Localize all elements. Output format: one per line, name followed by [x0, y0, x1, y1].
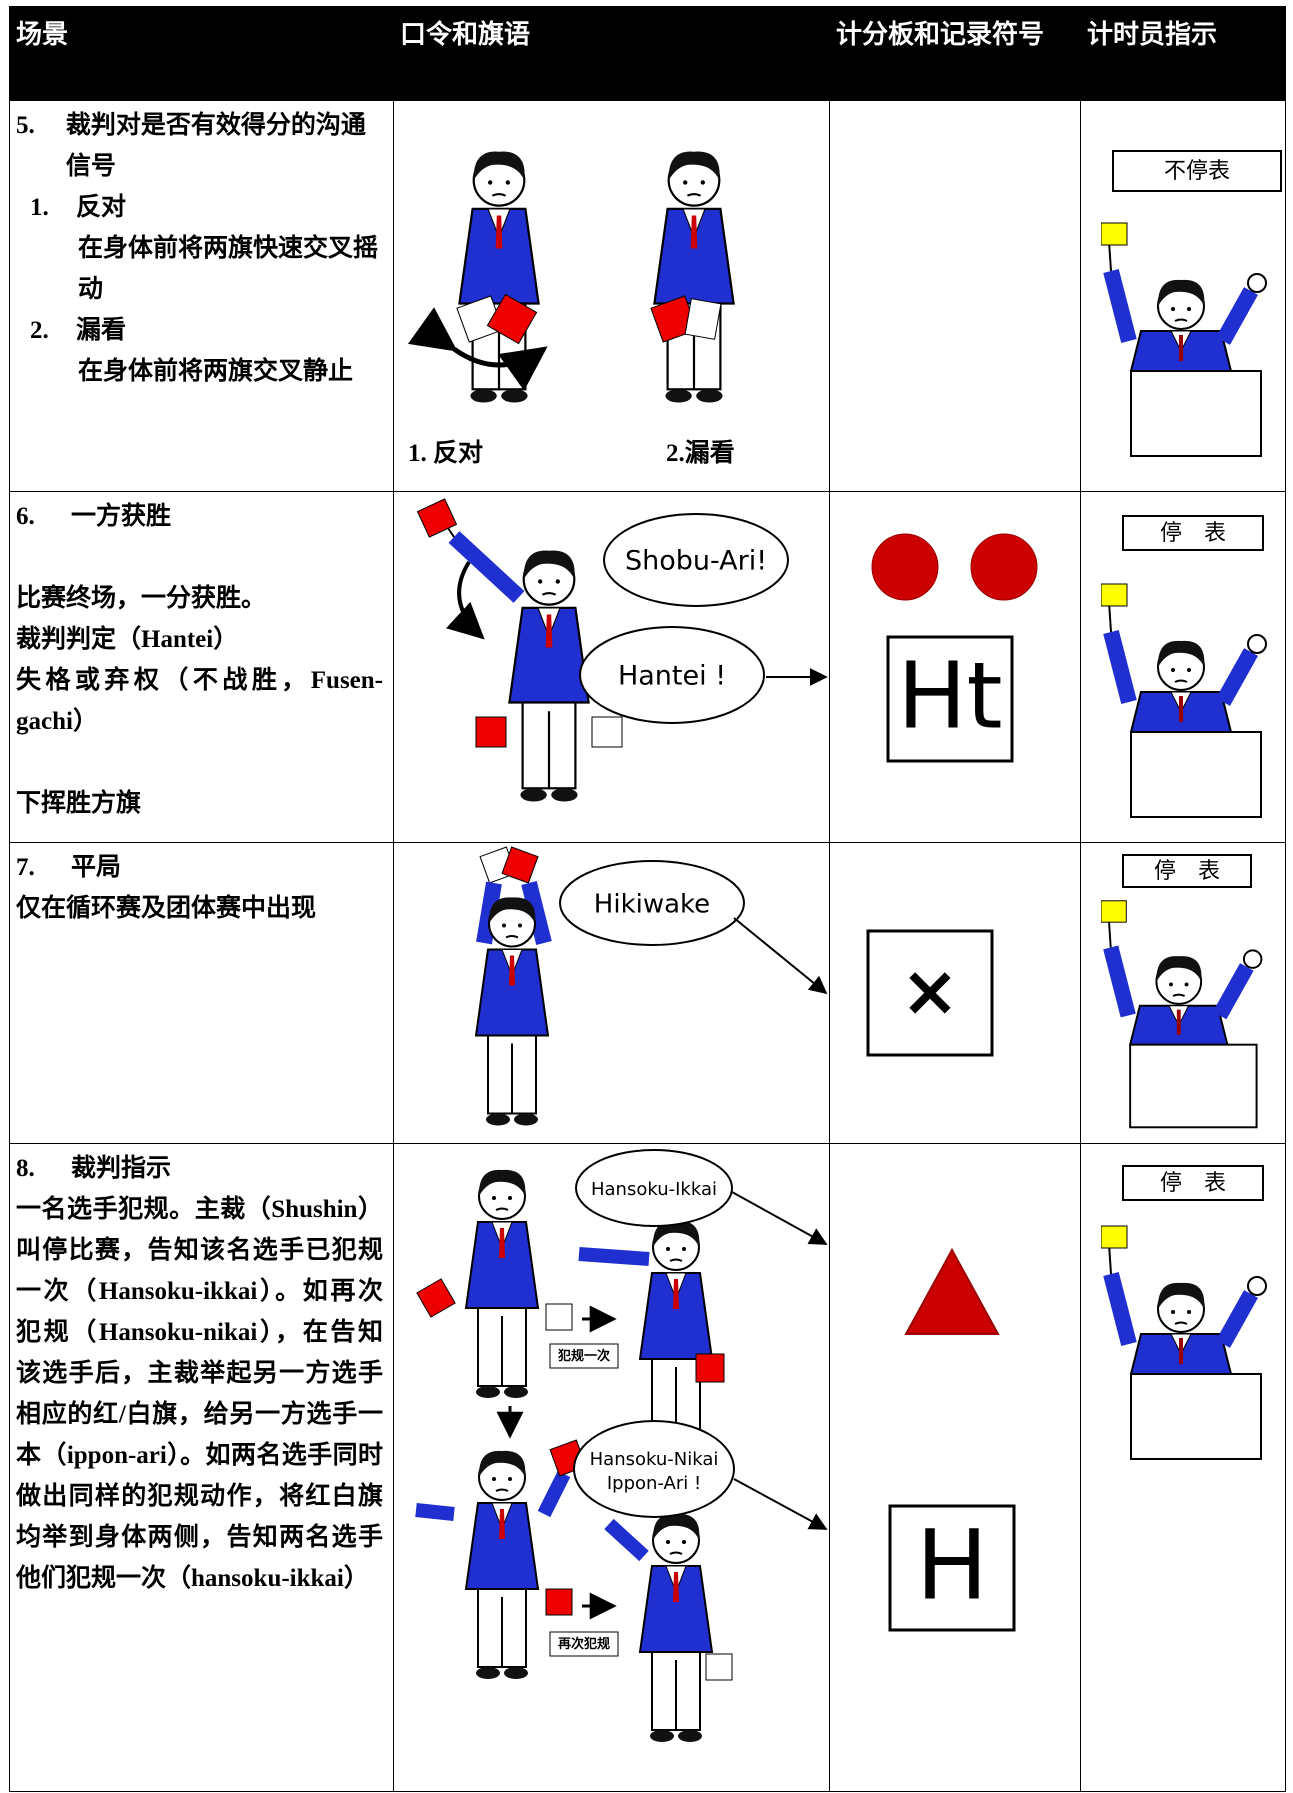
item-number: 2. [30, 317, 49, 344]
signal-illustration: Shobu-Ari! Hantei ! [416, 498, 828, 803]
item-title: 漏看 [76, 317, 127, 344]
item-title: 反对 [76, 194, 127, 221]
item-number: 1. [30, 194, 49, 221]
header-cell: 口令和旗语 [393, 6, 830, 101]
scene-cell: 5. 裁判对是否有效得分的沟通信号 1. 反对 在身体前将两旗快速交叉摇动 2. 漏看… [9, 100, 394, 492]
score-illustration: × [866, 929, 994, 1057]
timer-sign: 停 表 [1160, 521, 1226, 546]
timer-sign: 停 表 [1160, 1171, 1226, 1196]
row: 5. 裁判对是否有效得分的沟通信号 1. 反对 在身体前将两旗快速交叉摇动 2. 漏看… [9, 100, 1286, 492]
paragraph: 一名选手犯规。主裁（Shushin）叫停比赛，告知该名选手已犯规一次（Hanso… [16, 1196, 383, 1592]
call-bubble: Hikiwake [594, 890, 710, 920]
timer-illustration: 停 表 [1081, 1165, 1284, 1789]
timer-illustration: 停 表 [1081, 854, 1284, 1141]
score-cell: × [829, 842, 1081, 1144]
call-bubble: Ippon-Ari ! [607, 1473, 701, 1494]
triangle-symbol [904, 1247, 1000, 1335]
call-bubble: Hansoku-Ikkai [591, 1179, 717, 1200]
signal-illustration: 1. 反对 2.漏看 [407, 150, 735, 467]
header-cell: 计分板和记录符号 [829, 6, 1081, 101]
timer-cell: 停 表 [1080, 491, 1286, 843]
row-number: 8. [16, 1155, 35, 1182]
paragraph: 下挥胜方旗 [16, 790, 142, 817]
timer-sign: 不停表 [1164, 159, 1230, 184]
score-cell [829, 100, 1081, 492]
score-symbol: H [916, 1509, 988, 1621]
header-cell: 场景 [9, 6, 394, 101]
timer-cell: 不停表 [1080, 100, 1286, 492]
row-title: 裁判指示 [71, 1155, 172, 1182]
paragraph: 失格或弃权（不战胜，Fusen-gachi） [16, 667, 383, 735]
paragraph: 裁判判定（Hantei） [16, 626, 239, 653]
paragraph: 比赛终场，一分获胜。 [16, 585, 267, 612]
scene-cell: 6. 一方获胜 比赛终场，一分获胜。 裁判判定（Hantei） 失格或弃权（不战胜… [9, 491, 394, 843]
signal-cell: 犯规一次 Hansoku-Ikkai 再次犯规 Hansoku-Nikai Ip… [393, 1143, 830, 1792]
timer-sign: 停 表 [1154, 859, 1220, 884]
row-number: 6. [16, 503, 35, 530]
signal-illustration: Hikiwake [474, 846, 828, 1127]
item-text: 在身体前将两旗交叉静止 [78, 358, 354, 385]
row: 7. 平局 仅在循环赛及团体赛中出现 Hikiwake × 停 表 [9, 842, 1286, 1144]
score-cell: Ht [829, 491, 1081, 843]
row-title: 一方获胜 [71, 503, 172, 530]
signal-cell: Shobu-Ari! Hantei ! [393, 491, 830, 843]
row: 6. 一方获胜 比赛终场，一分获胜。 裁判判定（Hantei） 失格或弃权（不战胜… [9, 491, 1286, 843]
score-illustration: H [888, 1247, 1016, 1632]
header-cell: 计时员指示 [1080, 6, 1286, 101]
figure-caption: 1. 反对 [408, 439, 483, 467]
call-bubble: Shobu-Ari! [625, 546, 767, 577]
signal-table: 场景 口令和旗语 计分板和记录符号 计时员指示 5. 裁判对是否有效得分的沟通信号… [9, 6, 1286, 1792]
row: 8. 裁判指示 一名选手犯规。主裁（Shushin）叫停比赛，告知该名选手已犯规一… [9, 1143, 1286, 1792]
header-row: 场景 口令和旗语 计分板和记录符号 计时员指示 [9, 6, 1286, 101]
figure-caption: 2.漏看 [666, 439, 735, 467]
figure-label: 再次犯规 [558, 1636, 610, 1651]
paragraph: 仅在循环赛及团体赛中出现 [16, 895, 317, 922]
timer-cell: 停 表 [1080, 842, 1286, 1144]
timer-illustration: 不停表 [1081, 150, 1282, 489]
signal-illustration: 犯规一次 Hansoku-Ikkai 再次犯规 Hansoku-Nikai Ip… [415, 1149, 828, 1743]
row-title: 平局 [71, 854, 122, 881]
call-bubble: Hansoku-Nikai [590, 1449, 719, 1470]
call-bubble: Hantei ! [618, 661, 726, 692]
signal-cell: Hikiwake [393, 842, 830, 1144]
scene-cell: 8. 裁判指示 一名选手犯规。主裁（Shushin）叫停比赛，告知该名选手已犯规一… [9, 1143, 394, 1792]
signal-cell: 1. 反对 2.漏看 [393, 100, 830, 492]
row-title: 裁判对是否有效得分的沟通信号 [65, 112, 366, 180]
score-illustration: Ht [871, 533, 1038, 763]
score-symbol: × [901, 950, 960, 1032]
timer-illustration: 停 表 [1081, 515, 1284, 840]
scene-cell: 7. 平局 仅在循环赛及团体赛中出现 [9, 842, 394, 1144]
item-text: 在身体前将两旗快速交叉摇动 [78, 235, 379, 303]
timer-cell: 停 表 [1080, 1143, 1286, 1792]
figure-label: 犯规一次 [557, 1348, 610, 1363]
score-cell: H [829, 1143, 1081, 1792]
score-symbol: Ht [897, 642, 1002, 749]
row-number: 5. [16, 112, 35, 139]
row-number: 7. [16, 854, 35, 881]
